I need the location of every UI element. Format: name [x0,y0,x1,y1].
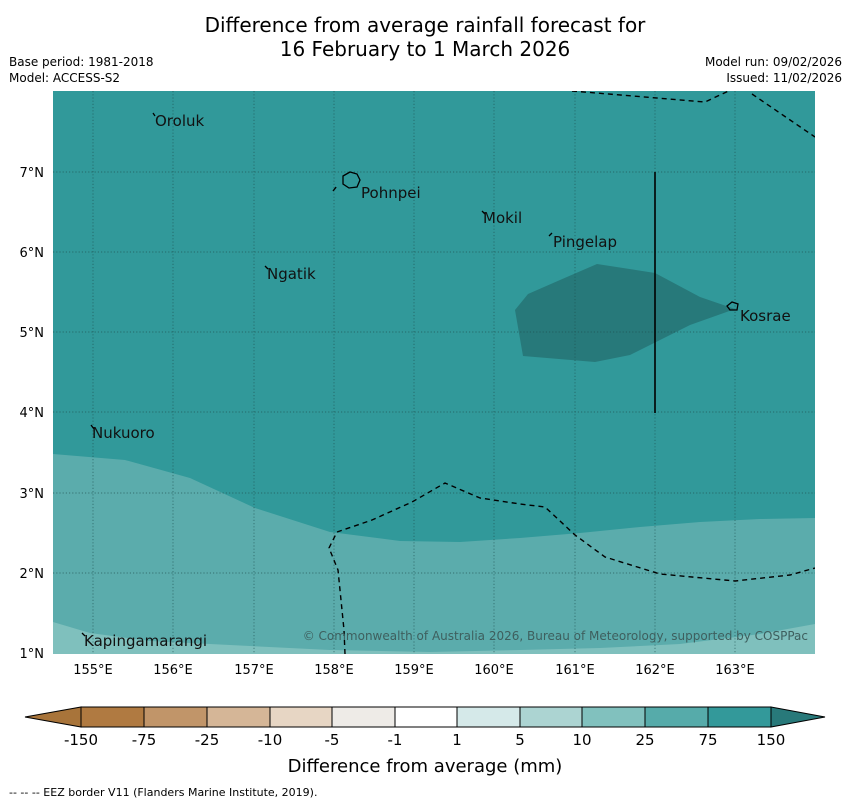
eez-border-pohnpei [332,185,338,192]
rainfall-map: Oroluk Pohnpei Mokil Pingelap Ngatik Kos… [20,91,826,777]
colorbar-tick-label: -5 [325,731,340,749]
lon-label: 162°E [635,663,675,678]
kosrae-island [726,301,739,311]
colorbar-tick-label: 25 [635,731,654,749]
lat-label: 7°N [20,166,45,181]
issued-date: Issued: 11/02/2026 [726,71,842,85]
colorbar-bin [80,706,145,728]
lat-label: 6°N [20,246,45,261]
place-pohnpei: Pohnpei [361,184,421,202]
island-outlines [81,112,739,637]
place-nukuoro: Nukuoro [92,424,155,442]
lat-label: 3°N [20,487,45,502]
colorbar-tick-label: -150 [64,731,98,749]
colorbar-low-extension [24,706,82,728]
map-plot-area: Oroluk Pohnpei Mokil Pingelap Ngatik Kos… [53,91,815,654]
colorbar-bin [394,706,458,728]
colorbar-high-extension [770,706,826,728]
colorbar-bin [143,706,208,728]
eez-border-south [328,482,815,654]
colorbar-tick-label: 75 [698,731,717,749]
rainfall-class-above-150 [515,264,735,362]
colorbar-tick-label: -1 [388,731,403,749]
lat-axis: 7°N 6°N 5°N 4°N 3°N 2°N 1°N [20,166,45,662]
lat-label: 5°N [20,326,45,341]
map-title-line1: Difference from average rainfall forecas… [204,13,646,37]
eez-border-northeast [751,93,815,138]
colorbar-bin [519,706,583,728]
eez-footnote: -- -- -- EEZ border V11 (Flanders Marine… [9,786,318,799]
eez-border-north [571,91,731,103]
place-kapingamarangi: Kapingamarangi [84,632,207,650]
place-kosrae: Kosrae [740,307,791,325]
lon-axis: 155°E 156°E 157°E 158°E 159°E 160°E 161°… [73,663,755,678]
colorbar: -150 -75 -25 -10 -5 -1 1 5 10 25 75 150 … [24,706,826,777]
lon-label: 157°E [234,663,274,678]
lon-label: 158°E [314,663,354,678]
mokil-atoll [481,210,486,215]
colorbar-bin [456,706,521,728]
nukuoro-atoll [90,424,95,430]
copyright-notice: © Commonwealth of Australia 2026, Bureau… [303,629,808,643]
colorbar-tick-label: 1 [452,731,462,749]
model-run-date: Model run: 09/02/2026 [704,55,842,69]
colorbar-tick-label: 5 [515,731,525,749]
lon-label: 160°E [474,663,514,678]
place-pingelap: Pingelap [553,233,617,251]
pingelap-atoll [548,232,553,237]
colorbar-bin [206,706,271,728]
rainfall-class-10-to-25 [53,622,815,654]
ngatik-atoll [264,265,269,270]
oroluk-atoll [152,112,156,117]
pohnpei-island [342,171,361,189]
colorbar-tick-label: 10 [572,731,591,749]
colorbar-bin [581,706,646,728]
lon-label: 156°E [153,663,193,678]
colorbar-tick-label: -75 [132,731,157,749]
colorbar-tick-label: -25 [195,731,220,749]
place-mokil: Mokil [483,209,522,227]
eez-borders [328,91,815,654]
place-ngatik: Ngatik [267,265,316,283]
colorbar-tick-label: -10 [258,731,283,749]
base-period: Base period: 1981-2018 [9,55,154,69]
colorbar-bin [707,706,772,728]
lat-label: 1°N [20,647,45,662]
colorbar-tick-label: 150 [757,731,786,749]
lon-label: 155°E [73,663,113,678]
place-oroluk: Oroluk [155,112,204,130]
colorbar-bin [644,706,709,728]
lon-label: 163°E [715,663,755,678]
colorbar-bin [269,706,333,728]
lat-label: 4°N [20,406,45,421]
model-name: Model: ACCESS-S2 [9,71,121,85]
colorbar-bin [331,706,396,728]
lon-label: 159°E [394,663,434,678]
kapingamarangi-atoll [81,632,86,637]
lon-label: 161°E [555,663,595,678]
lat-label: 2°N [20,567,45,582]
colorbar-title: Difference from average (mm) [288,756,563,777]
map-title-line2: 16 February to 1 March 2026 [279,37,571,61]
rainfall-class-25-to-75 [53,454,815,654]
